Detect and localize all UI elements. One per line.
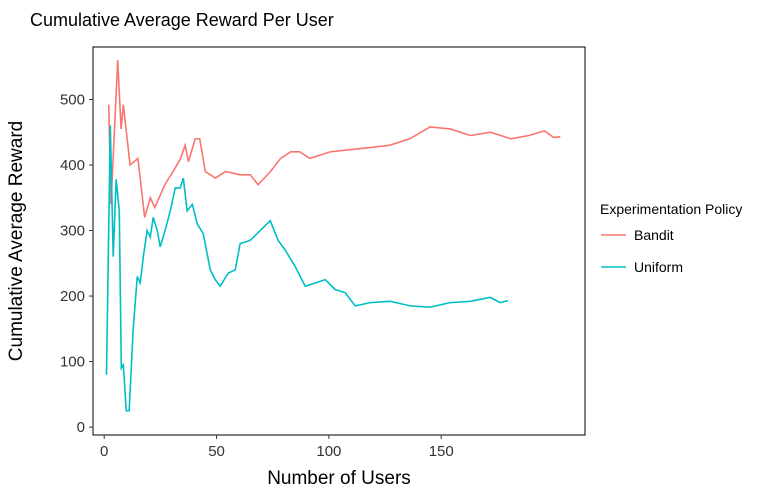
y-tick-label: 400 [60, 157, 85, 174]
chart-title: Cumulative Average Reward Per User [30, 10, 334, 30]
y-tick-label: 300 [60, 223, 85, 240]
legend-title: Experimentation Policy [600, 201, 742, 217]
y-tick-label: 100 [60, 354, 85, 371]
legend-label: Bandit [634, 227, 674, 243]
x-tick-label: 50 [208, 443, 225, 460]
x-tick-label: 100 [316, 443, 341, 460]
x-axis-label: Number of Users [267, 468, 411, 489]
x-tick-label: 0 [100, 443, 108, 460]
y-tick-label: 500 [60, 91, 85, 108]
line-series [105, 125, 509, 412]
y-tick-label: 200 [60, 288, 85, 305]
legend-label: Uniform [634, 259, 683, 275]
plot-panel [92, 46, 586, 436]
y-axis-label: Cumulative Average Reward [6, 121, 27, 361]
line-series [107, 60, 561, 218]
x-tick-label: 150 [429, 443, 454, 460]
y-tick-label: 0 [77, 419, 85, 436]
